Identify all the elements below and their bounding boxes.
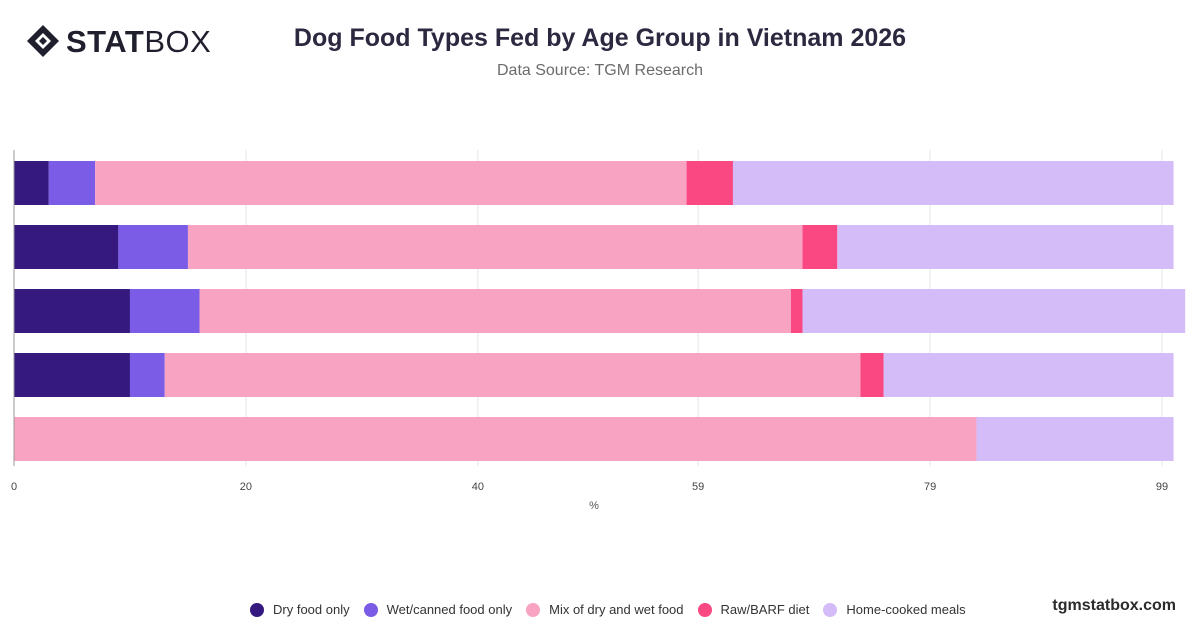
watermark: tgmstatbox.com [1052, 597, 1176, 614]
legend-swatch [526, 602, 541, 617]
chart-subtitle: Data Source: TGM Research [496, 62, 703, 79]
bar-segment [802, 289, 1186, 333]
statbox-logo: STATBOX [26, 24, 211, 58]
chart-legend: Dry food only Wet/canned food only Mix o… [250, 602, 980, 617]
bar-segment [883, 353, 1174, 397]
bar-segment [14, 289, 130, 333]
bar-segment [14, 417, 977, 461]
legend-swatch [250, 602, 264, 617]
legend-label: Raw/BARF diet [720, 602, 810, 617]
bar-segment [14, 161, 49, 205]
legend-label: Wet/canned food only [386, 602, 513, 617]
bar-segment [732, 161, 1174, 205]
legend-swatch [363, 602, 378, 617]
bar-segment [199, 289, 791, 333]
legend-item-home[interactable]: Home-cooked meals [823, 602, 966, 617]
x-tick-label: 59 [692, 481, 704, 493]
bar-segment [976, 417, 1174, 461]
bar-segment [860, 353, 884, 397]
logo-text: STATBOX [66, 23, 212, 59]
legend-item-wet[interactable]: Wet/canned food only [363, 602, 513, 617]
diamond-logo-icon [27, 25, 59, 57]
legend-swatch [697, 602, 712, 617]
legend-item-raw[interactable]: Raw/BARF diet [697, 602, 810, 617]
bar-segment [14, 225, 119, 269]
legend-swatch [823, 602, 838, 617]
x-tick-label: 79 [924, 481, 936, 493]
legend-item-dry[interactable]: Dry food only [250, 602, 350, 617]
bar-segment [129, 353, 165, 397]
stacked-bar-chart: 0 20 40 59 79 99% [11, 150, 1186, 512]
bar-segment [837, 225, 1174, 269]
bar-segment [118, 225, 188, 269]
bar-segment [129, 289, 200, 333]
bar-segment [187, 225, 803, 269]
x-tick-label: 40 [472, 481, 484, 493]
legend-label: Home-cooked meals [846, 602, 966, 617]
bar-segment [802, 225, 838, 269]
legend-item-mix[interactable]: Mix of dry and wet food [526, 602, 684, 617]
chart-title: Dog Food Types Fed by Age Group in Vietn… [293, 24, 907, 52]
x-tick-label: 20 [240, 481, 252, 493]
bar-segment [48, 161, 96, 205]
x-axis-label: % [589, 500, 599, 512]
bar-segment [790, 289, 803, 333]
bar-segment [95, 161, 687, 205]
bar-segment [164, 353, 861, 397]
x-tick-label: 0 [11, 481, 17, 493]
bar-segment [14, 353, 130, 397]
bar-segment [686, 161, 733, 205]
legend-label: Dry food only [273, 602, 350, 617]
x-tick-label: 99 [1156, 481, 1168, 493]
legend-label: Mix of dry and wet food [549, 602, 684, 617]
